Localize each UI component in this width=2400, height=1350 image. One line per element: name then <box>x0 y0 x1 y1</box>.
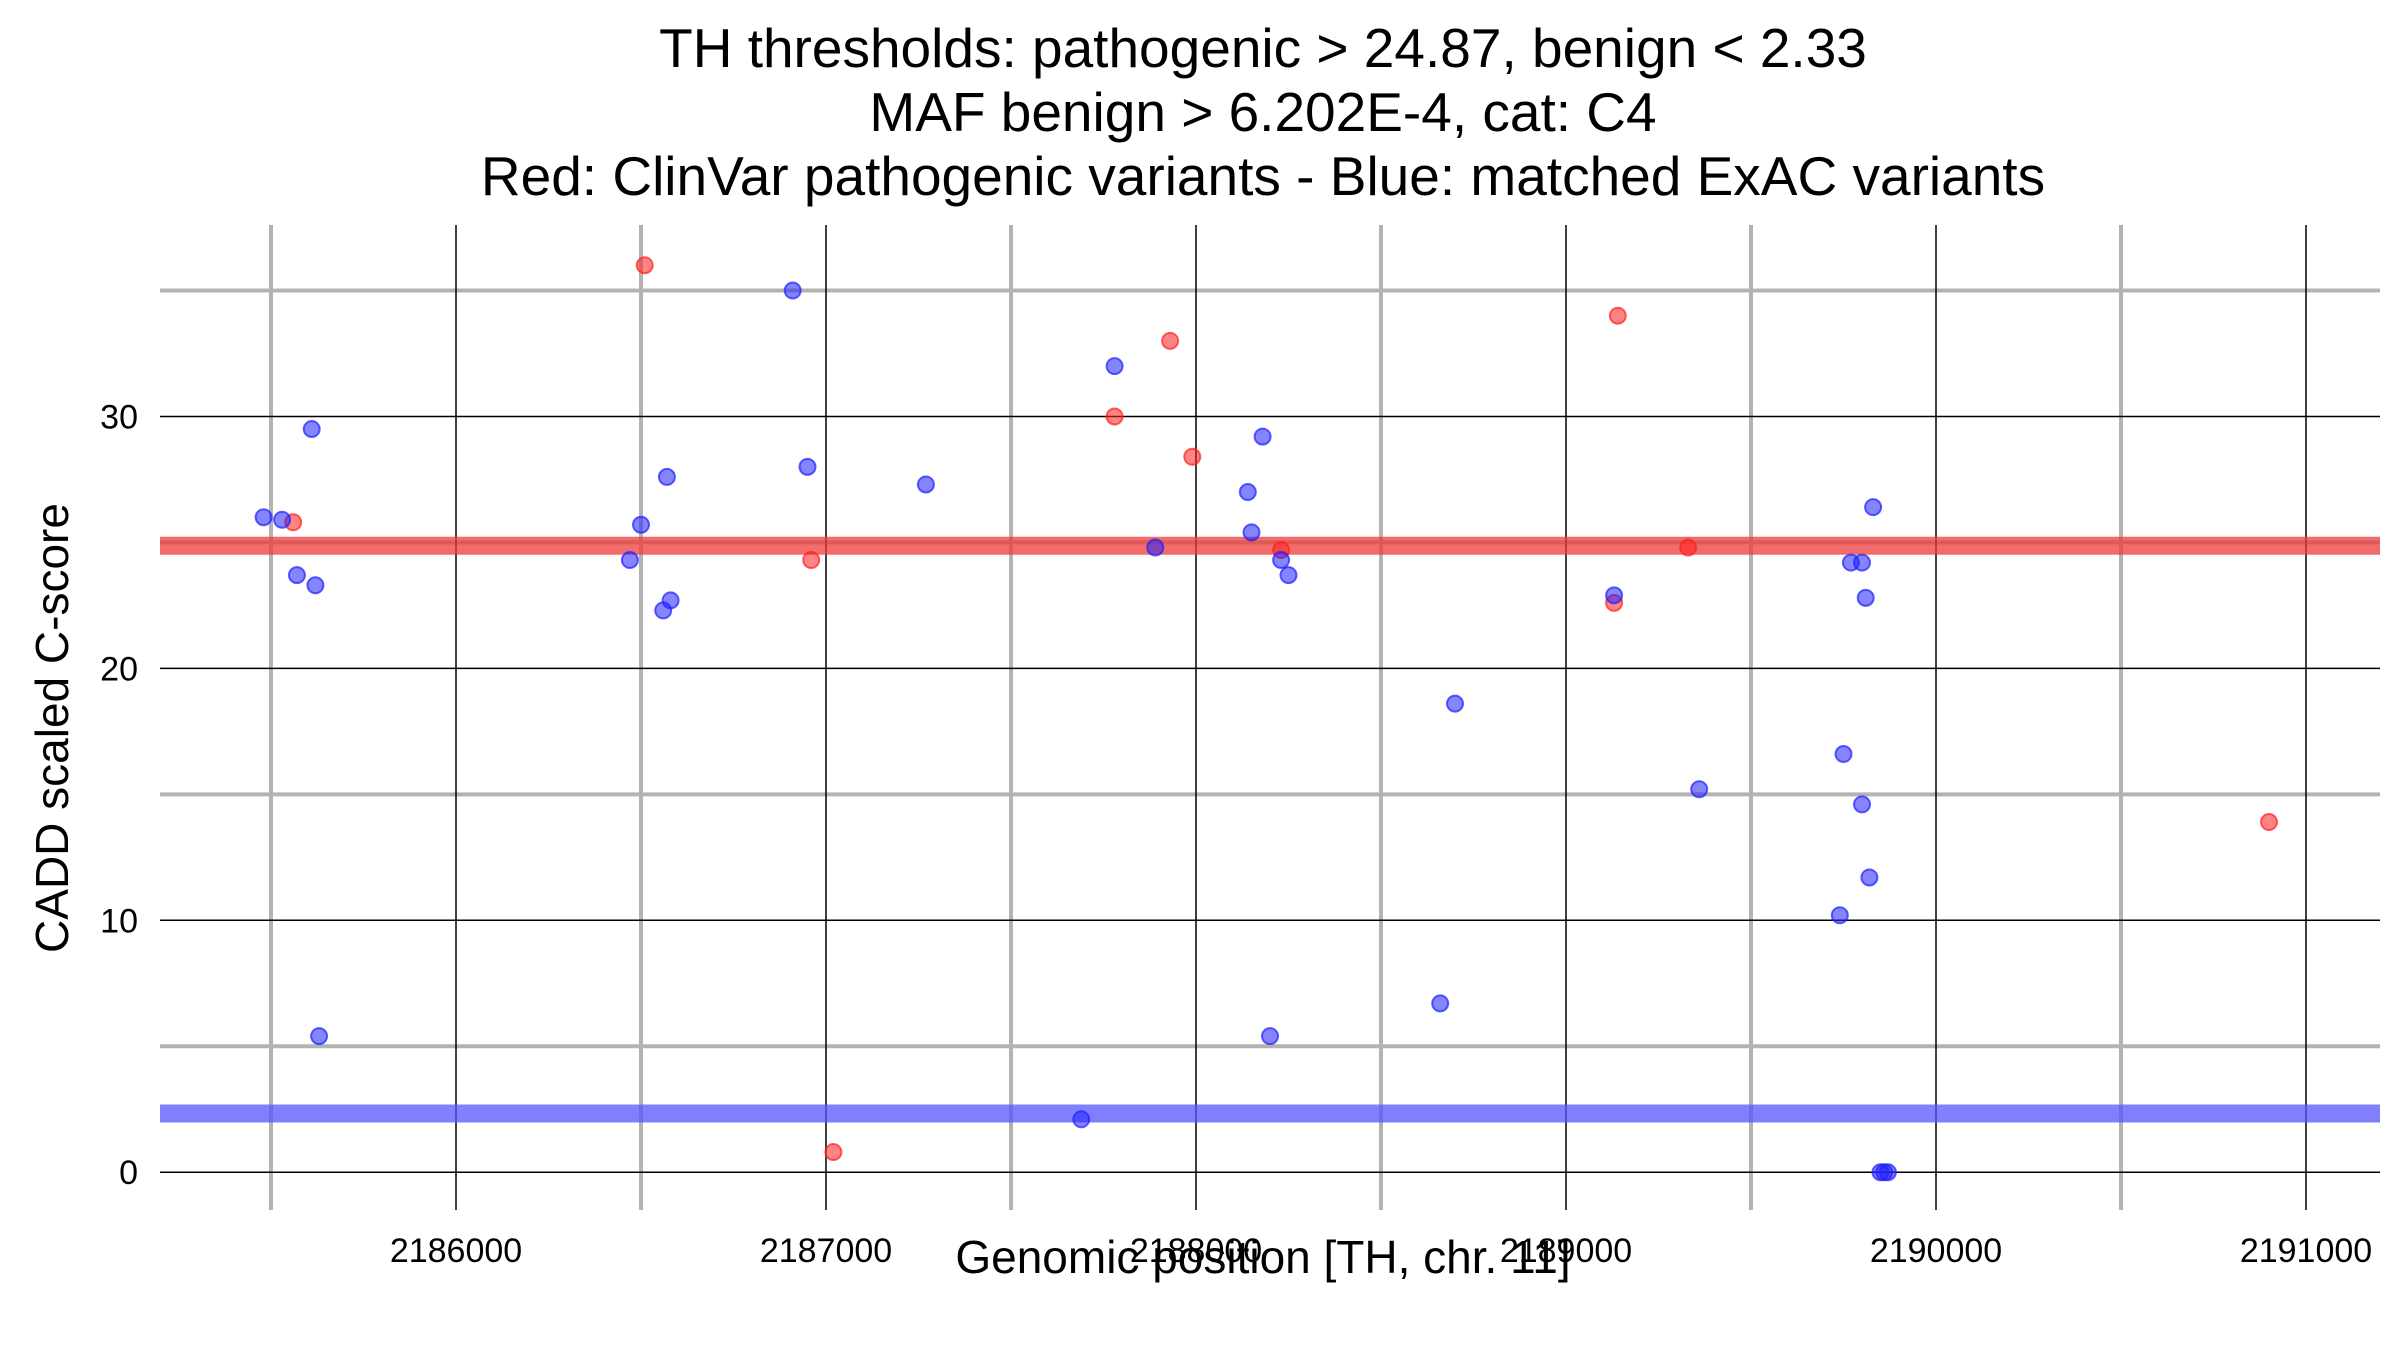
x-axis-title: Genomic position [TH, chr. 11] <box>955 1231 1570 1283</box>
y-tick-label: 10 <box>100 902 138 940</box>
benign-point <box>310 1027 329 1046</box>
benign-point <box>620 551 639 570</box>
y-tick-label: 0 <box>119 1154 138 1192</box>
x-tick-label: 2189000 <box>1500 1232 1632 1270</box>
pathogenic-point <box>635 256 654 275</box>
benign-point <box>1242 523 1261 542</box>
benign-point <box>254 508 273 527</box>
benign-point <box>632 515 650 534</box>
y-axis-title: CADD scaled C-score <box>26 503 78 953</box>
benign-point <box>1853 553 1871 572</box>
pathogenic-point <box>2260 813 2278 832</box>
benign-point <box>1853 795 1871 814</box>
pathogenic-point <box>1161 331 1180 350</box>
benign-point <box>1834 745 1853 764</box>
benign-point <box>1272 551 1291 570</box>
benign-point <box>1238 483 1257 502</box>
x-tick-label: 2188000 <box>1130 1232 1262 1270</box>
x-tick-label: 2187000 <box>760 1232 892 1270</box>
benign-point <box>287 566 306 585</box>
x-tick-label: 2191000 <box>2240 1232 2372 1270</box>
benign-point <box>1279 566 1298 585</box>
benign-point <box>302 420 321 439</box>
x-tick-label: 2190000 <box>1870 1232 2002 1270</box>
benign-point <box>657 467 676 486</box>
chart-title-line-3: Red: ClinVar pathogenic variants - Blue:… <box>481 145 2045 207</box>
y-tick-labels: 0 10 20 30 <box>100 398 138 1192</box>
x-tick-labels: 2186000 2187000 2188000 2189000 2190000 21910… <box>390 1232 2372 1270</box>
benign-point <box>1878 1163 1897 1182</box>
y-tick-label: 20 <box>100 650 138 688</box>
chart-title: TH thresholds: pathogenic > 24.87, benig… <box>481 17 2045 207</box>
benign-point <box>1105 357 1124 376</box>
benign-point <box>1856 588 1875 607</box>
pathogenic-point <box>1183 447 1202 466</box>
benign-point <box>273 510 292 529</box>
pathogenic-point <box>1105 407 1124 426</box>
benign-point <box>798 457 817 476</box>
data-points <box>254 256 2278 1182</box>
benign-point <box>1253 427 1272 446</box>
benign-point <box>1261 1027 1279 1046</box>
benign-point <box>661 591 680 610</box>
y-tick-label: 30 <box>100 398 138 436</box>
pathogenic-point <box>1608 306 1627 325</box>
benign-point <box>306 576 325 595</box>
benign-point <box>1605 586 1624 605</box>
grid <box>160 225 2380 1210</box>
benign-point <box>1431 994 1450 1013</box>
x-tick-label: 2186000 <box>390 1232 522 1270</box>
pathogenic-point <box>824 1143 843 1162</box>
benign-point <box>783 281 802 300</box>
benign-point <box>1146 538 1165 557</box>
benign-point <box>1690 780 1709 799</box>
chart-title-line-2: MAF benign > 6.202E-4, cat: C4 <box>869 81 1656 143</box>
pathogenic-point <box>802 551 821 570</box>
threshold-lines <box>160 536 2380 1123</box>
benign-point <box>1864 498 1883 517</box>
benign-point <box>1830 906 1849 925</box>
benign-point <box>916 475 935 494</box>
benign-point <box>1072 1110 1091 1129</box>
chart-title-line-1: TH thresholds: pathogenic > 24.87, benig… <box>659 17 1867 79</box>
benign-point <box>1446 694 1464 713</box>
benign-point <box>1860 868 1879 887</box>
pathogenic-point <box>1679 538 1698 557</box>
